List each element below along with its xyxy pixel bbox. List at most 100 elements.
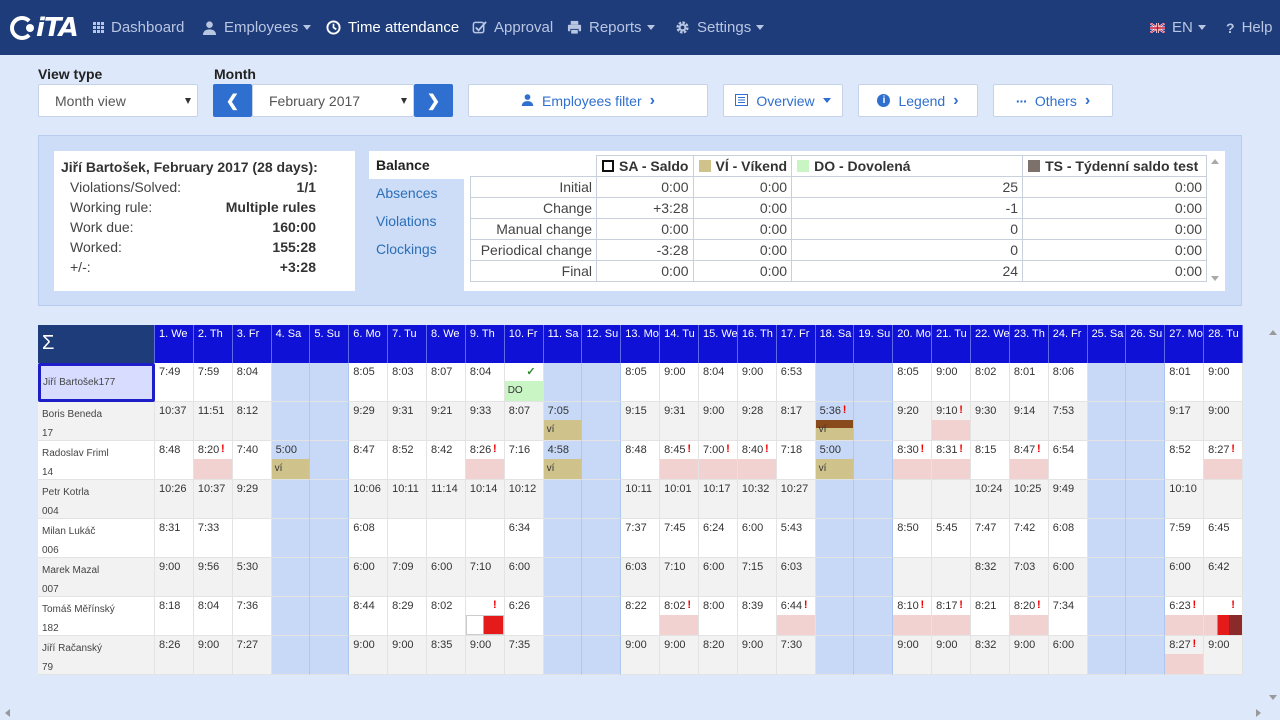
employee-row-header[interactable]: Boris Beneda 17 (38, 402, 155, 441)
day-header[interactable]: 17. Fr (776, 325, 816, 363)
day-cell[interactable] (854, 519, 894, 558)
day-cell[interactable]: 10:14 (465, 480, 505, 519)
day-cell[interactable]: 5:45 (932, 519, 971, 558)
day-cell[interactable]: 8:30! (893, 441, 933, 480)
day-cell[interactable]: 9:21 (426, 402, 466, 441)
day-cell[interactable] (271, 636, 311, 675)
day-cell[interactable] (893, 480, 933, 519)
day-cell[interactable]: 10:12 (504, 480, 544, 519)
day-cell[interactable] (854, 441, 894, 480)
balance-scrollbar[interactable] (1210, 155, 1220, 285)
day-cell[interactable]: 7:37 (621, 519, 661, 558)
day-cell[interactable] (1126, 480, 1166, 519)
day-cell[interactable]: 8:48 (621, 441, 661, 480)
day-cell[interactable]: 7:10 (660, 558, 699, 597)
day-cell[interactable] (815, 558, 855, 597)
day-header[interactable]: 12. Su (582, 325, 622, 363)
day-cell[interactable] (543, 558, 583, 597)
day-cell[interactable]: 8:27! (1204, 441, 1243, 480)
day-header[interactable]: 7. Tu (388, 325, 427, 363)
day-cell[interactable] (310, 363, 350, 402)
day-cell[interactable]: 7:03 (1009, 558, 1049, 597)
day-cell[interactable]: 8:10! (893, 597, 933, 636)
day-cell[interactable]: 10:25 (1009, 480, 1049, 519)
day-cell[interactable]: 6:00 (698, 558, 738, 597)
day-cell[interactable]: 6:00 (1048, 636, 1088, 675)
day-cell[interactable]: 6:54 (1048, 441, 1088, 480)
day-cell[interactable]: 8:04 (698, 363, 738, 402)
day-cell[interactable] (310, 636, 350, 675)
day-cell[interactable] (543, 636, 583, 675)
day-cell[interactable]: 9:33 (465, 402, 505, 441)
day-cell[interactable]: 8:35 (426, 636, 466, 675)
day-cell[interactable] (271, 480, 311, 519)
day-cell[interactable] (271, 519, 311, 558)
day-cell[interactable] (1126, 597, 1166, 636)
day-cell[interactable]: 8:01 (1009, 363, 1049, 402)
day-cell[interactable]: 9:00 (621, 636, 661, 675)
day-cell[interactable] (854, 636, 894, 675)
day-header[interactable]: 13. Mo (621, 325, 661, 363)
day-header[interactable]: 6. Mo (349, 325, 389, 363)
day-header[interactable]: 19. Su (854, 325, 894, 363)
day-cell[interactable] (854, 363, 894, 402)
employee-row-header[interactable]: Jiří Bartošek 177 (38, 363, 155, 402)
nav-help[interactable]: ? Help (1226, 0, 1272, 55)
day-cell[interactable]: 7:35 (504, 636, 544, 675)
day-cell[interactable] (854, 480, 894, 519)
day-cell[interactable] (1087, 597, 1127, 636)
day-cell[interactable]: 9:15 (621, 402, 661, 441)
tab-absences[interactable]: Absences (376, 185, 438, 201)
legend-button[interactable]: i Legend › (858, 84, 978, 117)
day-cell[interactable]: 7:16 (504, 441, 544, 480)
day-header[interactable]: 21. Tu (932, 325, 971, 363)
day-cell[interactable]: 8:32 (970, 558, 1010, 597)
day-cell[interactable]: 6:44! (776, 597, 816, 636)
day-cell[interactable]: 8:17 (776, 402, 816, 441)
day-cell[interactable] (543, 597, 583, 636)
day-cell[interactable]: 8:15 (970, 441, 1010, 480)
day-cell[interactable] (815, 597, 855, 636)
day-cell[interactable]: 10:32 (737, 480, 777, 519)
employees-filter-button[interactable]: Employees filter › (468, 84, 708, 117)
day-cell[interactable]: 6:08 (1048, 519, 1088, 558)
day-cell[interactable] (310, 402, 350, 441)
day-cell[interactable]: 10:11 (388, 480, 427, 519)
day-cell[interactable]: 6:00 (1165, 558, 1205, 597)
nav-dashboard[interactable]: Dashboard (93, 0, 184, 55)
day-cell[interactable] (1126, 402, 1166, 441)
day-cell[interactable]: 8:05 (893, 363, 933, 402)
day-cell[interactable] (815, 636, 855, 675)
day-cell[interactable] (815, 519, 855, 558)
day-cell[interactable]: 8:32 (970, 636, 1010, 675)
day-cell[interactable]: 7:36 (232, 597, 272, 636)
day-cell[interactable]: 7:27 (232, 636, 272, 675)
day-cell[interactable] (310, 441, 350, 480)
day-cell[interactable] (582, 558, 622, 597)
day-cell[interactable]: 9:00 (737, 636, 777, 675)
day-header[interactable]: 14. Tu (660, 325, 699, 363)
day-cell[interactable] (426, 519, 466, 558)
day-cell[interactable] (582, 597, 622, 636)
day-cell[interactable]: 8:07 (426, 363, 466, 402)
day-cell[interactable]: 8:26! (465, 441, 505, 480)
month-select[interactable]: February 2017 (252, 84, 414, 117)
day-cell[interactable]: 7:40 (232, 441, 272, 480)
page-vertical-scrollbar[interactable] (1266, 325, 1280, 705)
day-cell[interactable]: 7:47 (970, 519, 1010, 558)
day-cell[interactable]: 8:20! (1009, 597, 1049, 636)
day-cell[interactable] (582, 519, 622, 558)
employee-row-header[interactable]: Radoslav Friml 14 (38, 441, 155, 480)
day-cell[interactable]: 7:45 (660, 519, 699, 558)
day-header[interactable]: 5. Su (310, 325, 350, 363)
day-cell[interactable]: 9:56 (193, 558, 233, 597)
day-cell[interactable] (271, 363, 311, 402)
day-cell[interactable]: 10:11 (621, 480, 661, 519)
day-cell[interactable]: 5:36! ví (815, 402, 855, 441)
day-cell[interactable]: 11:14 (426, 480, 466, 519)
day-cell[interactable]: 7:53 (1048, 402, 1088, 441)
day-cell[interactable]: 7:10 (465, 558, 505, 597)
day-header[interactable]: 28. Tu (1204, 325, 1243, 363)
day-cell[interactable] (271, 402, 311, 441)
day-cell[interactable]: 6:23! (1165, 597, 1205, 636)
